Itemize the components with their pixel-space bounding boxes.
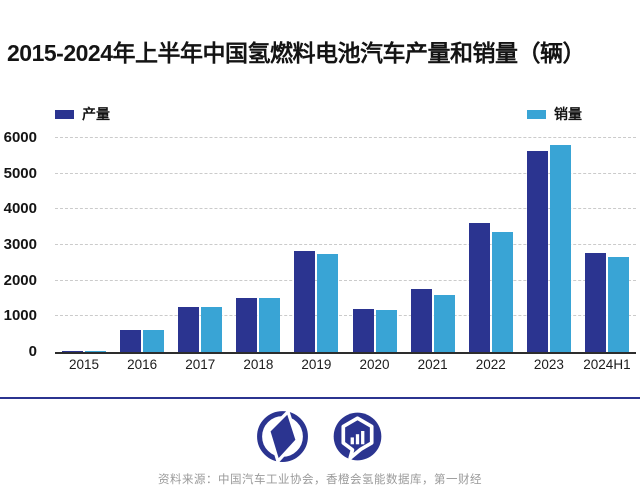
legend-item-sales: 销量 (527, 107, 582, 121)
hydrogen-data-hexagon-logo-icon (333, 412, 382, 461)
x-tick-label: 2018 (243, 357, 274, 372)
y-tick-label: 5000 (3, 164, 37, 182)
legend-label-production: 产量 (82, 106, 110, 122)
x-tick-label: 2017 (185, 357, 216, 372)
y-tick-label: 4000 (3, 200, 37, 218)
bar-sales-2015 (85, 350, 107, 352)
footer-logos (0, 409, 640, 464)
x-tick-label: 2023 (533, 357, 564, 372)
y-tick-label: 0 (28, 343, 37, 360)
bar-sales-2024H1 (607, 257, 629, 352)
gridline-2000 (55, 279, 636, 281)
gridline-3000 (55, 244, 636, 245)
x-tick-label: 2020 (359, 357, 390, 372)
y-tick-label: 2000 (3, 271, 37, 289)
x-tick-label: 2015 (69, 357, 100, 372)
bar-production-2019 (294, 250, 316, 352)
bar-sales-2020 (375, 310, 397, 352)
gridline-1000 (55, 315, 636, 317)
gridline-4000 (55, 208, 636, 210)
y-tick-label: 1000 (3, 307, 37, 325)
legend-label-sales: 销量 (554, 106, 582, 122)
bar-sales-2018 (259, 297, 281, 352)
bar-production-2015 (62, 350, 84, 352)
bar-sales-2019 (317, 254, 339, 352)
bar-sales-2016 (143, 329, 165, 352)
legend-swatch-production-icon (55, 109, 74, 119)
bar-production-2023 (526, 151, 548, 352)
data-source-note: 资料来源：中国汽车工业协会，香橙会氢能数据库，第一财经 (158, 474, 482, 486)
x-tick-label: 2022 (475, 357, 506, 372)
legend-swatch-sales-icon (527, 109, 546, 119)
bar-sales-2017 (201, 306, 223, 352)
x-axis-line (55, 352, 636, 354)
bar-sales-2022 (491, 231, 513, 352)
gridline-6000 (55, 137, 636, 138)
x-tick-label: 2021 (417, 357, 448, 372)
bar-sales-2021 (433, 295, 455, 352)
bar-production-2016 (120, 329, 142, 352)
bar-sales-2023 (549, 144, 571, 352)
bar-production-2022 (468, 222, 490, 352)
gridline-5000 (55, 172, 636, 174)
bar-production-2024H1 (584, 253, 606, 352)
x-tick-label: 2024H1 (583, 357, 631, 372)
bar-production-2020 (352, 309, 374, 352)
yicai-compass-logo-icon (257, 409, 308, 464)
legend-item-production: 产量 (55, 107, 110, 121)
y-tick-label: 3000 (3, 236, 37, 253)
bar-production-2018 (236, 297, 258, 352)
x-tick-label: 2016 (127, 357, 158, 372)
x-tick-label: 2019 (301, 357, 332, 372)
bar-production-2017 (178, 306, 200, 352)
y-tick-label: 6000 (3, 129, 37, 146)
footer-separator-line (0, 397, 640, 399)
bar-production-2021 (410, 288, 432, 352)
page-title: 2015-2024年上半年中国氢燃料电池汽车产量和销量（辆） (7, 40, 586, 66)
